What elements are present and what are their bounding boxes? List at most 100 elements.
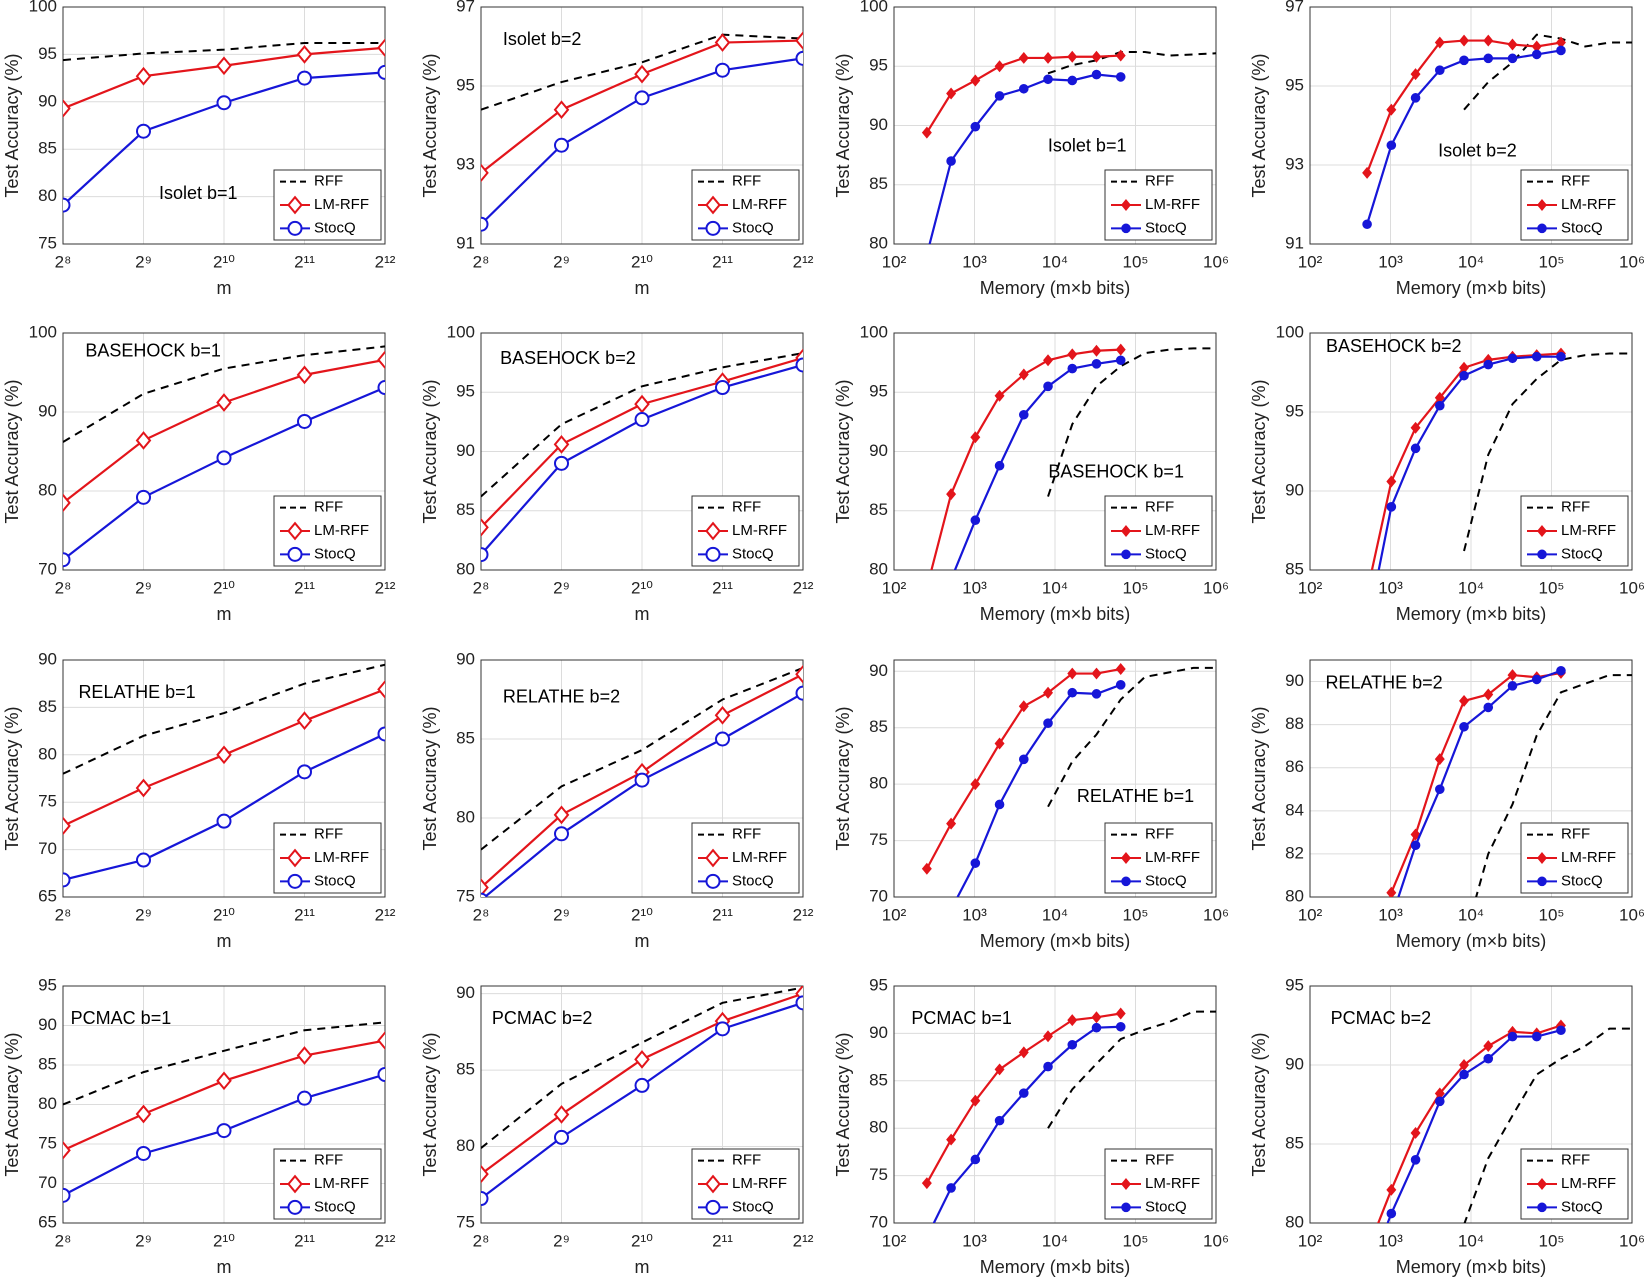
x-tick-label: 2⁹ (553, 578, 570, 597)
y-tick-label: 80 (38, 1094, 57, 1113)
series-line (1463, 33, 1632, 111)
marker (923, 583, 931, 593)
annotation: RELATHE b=1 (78, 682, 195, 702)
legend-label: StocQ (1145, 872, 1187, 889)
y-tick-label: 90 (456, 649, 475, 668)
axes-box (62, 659, 386, 898)
legend-label: StocQ (1561, 545, 1603, 562)
marker (1410, 68, 1421, 81)
annotation: BASEHOCK b=2 (500, 348, 636, 368)
marker (1091, 69, 1102, 80)
y-tick-label: 90 (38, 401, 57, 420)
x-tick-label: 2¹¹ (294, 252, 315, 271)
marker (1121, 852, 1131, 864)
x-tick-label: 2¹¹ (294, 578, 315, 597)
marker (481, 216, 489, 232)
x-axis-label: Memory (m×b bits) (1396, 604, 1547, 624)
x-tick-label: 2⁹ (135, 578, 152, 597)
y-axis-label: Test Accuracy (%) (420, 706, 440, 850)
series-line (1047, 1010, 1216, 1129)
marker (287, 1174, 303, 1194)
marker (1537, 1178, 1547, 1190)
marker (994, 60, 1005, 73)
x-tick-label: 2⁸ (473, 1231, 490, 1250)
y-tick-label: 85 (869, 1070, 888, 1089)
y-tick-label: 90 (38, 649, 57, 668)
marker (1121, 876, 1131, 887)
marker (1043, 74, 1053, 85)
marker (714, 33, 731, 52)
marker (377, 38, 385, 58)
marker (795, 357, 803, 373)
x-tick-label: 10² (882, 905, 907, 924)
x-axis-label: Memory (m×b bits) (980, 931, 1131, 951)
subplot: 80 85 90 95 100 10² 10³ 10⁴ 10⁵ 10⁶ Memory (m×b bi… (833, 0, 1229, 298)
legend-label: RFF (314, 1152, 343, 1169)
marker (1362, 166, 1373, 179)
legend-label: LM-RFF (1145, 196, 1200, 213)
marker (1091, 359, 1102, 369)
series-line (1475, 674, 1632, 897)
y-tick-label: 95 (869, 382, 888, 401)
x-axis-label: m (635, 604, 650, 624)
marker (946, 1183, 956, 1193)
y-axis-label: Test Accuracy (%) (1249, 1032, 1269, 1176)
marker (481, 1164, 489, 1184)
y-axis-label: Test Accuracy (%) (833, 379, 853, 523)
x-tick-label: 2⁹ (135, 252, 152, 271)
marker (1556, 351, 1566, 362)
marker (135, 431, 152, 450)
marker (1386, 501, 1397, 512)
y-tick-label: 90 (38, 91, 57, 110)
marker (795, 664, 803, 684)
legend-label: LM-RFF (1561, 522, 1616, 539)
marker (634, 1050, 650, 1069)
marker (1121, 199, 1131, 211)
y-tick-label: 95 (869, 975, 888, 994)
legend-label: LM-RFF (1561, 849, 1616, 866)
marker (795, 685, 803, 701)
y-tick-label: 95 (456, 75, 475, 94)
series-line (1047, 347, 1216, 497)
marker (947, 575, 955, 583)
axes-box (1309, 332, 1633, 571)
y-tick-label: 88 (1285, 714, 1304, 733)
annotation: RELATHE b=2 (1325, 672, 1442, 692)
marker (1537, 525, 1547, 537)
y-tick-label: 75 (869, 830, 888, 849)
marker (921, 126, 932, 139)
legend-label: LM-RFF (1145, 849, 1200, 866)
x-axis-label: Memory (m×b bits) (980, 278, 1131, 298)
legend-label: StocQ (314, 1198, 356, 1215)
marker (1507, 681, 1518, 691)
axes-box (480, 6, 804, 245)
marker (136, 1145, 151, 1161)
x-axis-label: m (217, 604, 232, 624)
marker (1386, 103, 1397, 116)
y-axis-label: Test Accuracy (%) (833, 53, 853, 197)
x-tick-label: 2¹⁰ (213, 1231, 235, 1250)
marker (1483, 1040, 1494, 1053)
marker (481, 517, 489, 537)
axes-box (1309, 6, 1633, 245)
marker (1459, 55, 1469, 66)
x-tick-label: 2⁹ (553, 252, 570, 271)
marker (216, 1071, 232, 1091)
x-tick-label: 10⁴ (1042, 252, 1068, 271)
y-tick-label: 70 (869, 886, 888, 905)
series-line (63, 663, 385, 775)
marker (994, 737, 1005, 750)
y-tick-label: 95 (38, 975, 57, 994)
y-tick-label: 100 (447, 322, 475, 341)
subplot: 70 80 90 100 2⁸ 2⁹ 2¹⁰ 2¹¹ 2¹² m Test Accuracy (%)… (2, 322, 396, 623)
marker (554, 826, 569, 842)
marker (1121, 525, 1131, 537)
x-tick-label: 10⁴ (1042, 578, 1068, 597)
marker (1043, 1061, 1053, 1072)
marker (1537, 199, 1547, 211)
x-axis-label: Memory (m×b bits) (1396, 931, 1547, 951)
marker (1121, 1202, 1131, 1213)
y-tick-label: 65 (38, 1212, 57, 1231)
marker (946, 1133, 957, 1146)
legend-label: LM-RFF (1145, 1175, 1200, 1192)
